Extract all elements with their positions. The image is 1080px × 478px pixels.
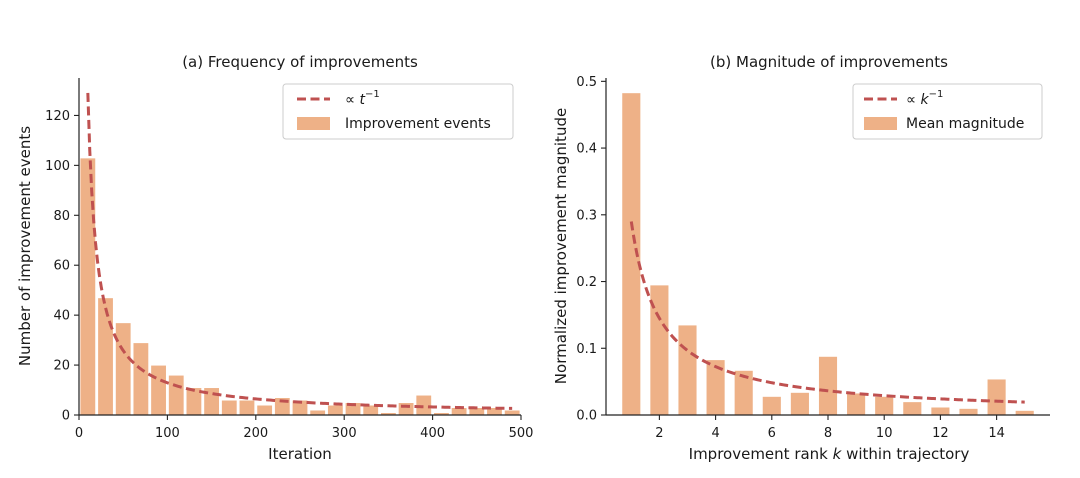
panel-a-y-tick-label-2: 40 <box>53 309 70 324</box>
panel-a-legend-bar-swatch <box>297 117 330 130</box>
panel-a-x-ticks: 0 100 200 300 400 500 <box>75 415 534 441</box>
panel-a-y-tick-label-3: 60 <box>53 259 70 274</box>
panel-b-bar-2 <box>677 324 698 416</box>
panel-b-bar-9 <box>874 395 895 416</box>
panel-a-bar-2 <box>114 322 132 416</box>
panel-a-x-tick-label-0: 0 <box>75 426 83 441</box>
panel-b-bar-12 <box>958 407 979 416</box>
panel-a-legend-fit-exp: −1 <box>365 89 380 100</box>
panel-b-bar-11 <box>930 406 951 416</box>
panel-a-y-tick-label-1: 20 <box>53 359 70 374</box>
panel-b-y-tick-label-5: 0.5 <box>576 75 597 90</box>
panel-a-bar-19 <box>415 394 433 416</box>
panel-a-legend-bar-label: Improvement events <box>345 116 491 132</box>
panel-a-fit-curve <box>86 92 513 410</box>
panel-b-bar-5 <box>761 395 782 416</box>
panel-b-x-tick-label-4: 10 <box>876 426 893 441</box>
panel-a-x-tick-label-3: 300 <box>332 426 357 441</box>
panel-a-bar-9 <box>238 399 256 416</box>
panel-b-x-tick-label-5: 12 <box>932 426 949 441</box>
panel-b-bars <box>621 92 1035 416</box>
panel-b-legend-bar-label: Mean magnitude <box>906 116 1024 132</box>
panel-a-y-ticks: 0 20 40 60 80 100 120 <box>45 109 79 424</box>
panel-a-bar-24 <box>503 409 521 416</box>
panel-b-y-tick-label-1: 0.1 <box>576 342 597 357</box>
panel-a-bar-4 <box>150 364 167 416</box>
panel-b-x-tick-label-1: 4 <box>711 426 719 441</box>
panel-a-x-tick-label-1: 100 <box>155 426 180 441</box>
panel-b-legend-bar-swatch <box>864 117 897 130</box>
panel-a-bar-10 <box>256 404 274 416</box>
panel-b-bar-8 <box>846 392 867 416</box>
panel-a-y-tick-label-0: 0 <box>62 409 70 424</box>
panel-b-legend-frame <box>852 83 1043 140</box>
panel-b-bar-6 <box>789 391 810 416</box>
panel-b-y-axis-label: Normalized improvement magnitude <box>552 108 570 384</box>
panel-b-x-ticks: 2 4 6 8 10 12 14 <box>655 415 1005 441</box>
panel-a-x-tick-label-2: 200 <box>243 426 268 441</box>
panel-b-x-axis-label-suffix: within trajectory <box>841 445 969 463</box>
panel-a-y-tick-label-5: 100 <box>45 159 70 174</box>
panel-a-bars <box>79 157 521 416</box>
panel-b-x-axis-label: Improvement rank k within trajectory <box>689 445 970 463</box>
panel-a-bar-3 <box>132 342 150 416</box>
panel-b-title: (b) Magnitude of improvements <box>710 53 948 71</box>
panel-b-y-ticks: 0.0 0.1 0.2 0.3 0.4 0.5 <box>576 75 606 424</box>
panel-b-x-tick-label-3: 8 <box>824 426 832 441</box>
panel-b-x-axis-label-prefix: Improvement rank <box>689 445 833 463</box>
panel-b-legend: ∝ k−1 Mean magnitude <box>852 83 1043 140</box>
panel-a-y-tick-label-4: 80 <box>53 209 70 224</box>
panel-a-x-tick-label-5: 500 <box>509 426 534 441</box>
panel-a-frequency: (a) Frequency of improvements 0 100 200 300… <box>16 53 533 463</box>
panel-a-y-tick-label-6: 120 <box>45 109 70 124</box>
panel-a-legend-fit-label: ∝ t−1 <box>345 89 380 108</box>
panel-a-bar-13 <box>309 409 327 416</box>
panel-b-x-tick-label-2: 6 <box>768 426 776 441</box>
panel-b-magnitude: (b) Magnitude of improvements 2 4 6 8 10 12 14… <box>552 53 1050 463</box>
panel-b-legend-fit-exp: −1 <box>929 89 944 100</box>
panel-b-bar-7 <box>817 355 839 416</box>
panel-b-fit-curve <box>629 221 1025 404</box>
panel-a-x-axis-label: Iteration <box>268 445 332 463</box>
panel-a-bar-8 <box>220 399 238 416</box>
panel-a-x-tick-label-4: 400 <box>420 426 445 441</box>
panel-a-bar-1 <box>97 297 114 416</box>
panel-b-y-tick-label-4: 0.4 <box>576 142 597 157</box>
panel-b-y-tick-label-3: 0.3 <box>576 208 597 223</box>
panel-b-bar-14 <box>1014 409 1035 416</box>
panel-b-bar-13 <box>986 378 1007 416</box>
panel-a-title: (a) Frequency of improvements <box>182 53 418 71</box>
panel-a-legend-fit-var: t <box>359 92 365 108</box>
panel-a-bar-18 <box>397 402 415 416</box>
panel-b-legend-fit-prefix: ∝ <box>906 92 920 108</box>
panel-b-bar-10 <box>902 401 923 416</box>
panel-b-x-tick-label-0: 2 <box>655 426 663 441</box>
panel-a-bar-0 <box>79 157 97 416</box>
panel-b-legend-fit-label: ∝ k−1 <box>906 89 943 108</box>
panel-b-x-tick-label-6: 14 <box>988 426 1005 441</box>
panel-a-legend-frame <box>282 83 514 140</box>
panel-a-legend: ∝ t−1 Improvement events <box>282 83 514 140</box>
panel-a-y-axis-label: Number of improvement events <box>16 126 34 366</box>
panel-b-y-tick-label-2: 0.2 <box>576 275 597 290</box>
panel-a-legend-fit-prefix: ∝ <box>345 92 359 108</box>
panel-b-legend-fit-var: k <box>920 92 929 108</box>
panel-b-y-tick-label-0: 0.0 <box>576 409 597 424</box>
panel-a-bar-14 <box>326 404 344 416</box>
panel-a-bar-5 <box>167 374 185 416</box>
panel-b-x-axis-label-var: k <box>833 445 843 463</box>
